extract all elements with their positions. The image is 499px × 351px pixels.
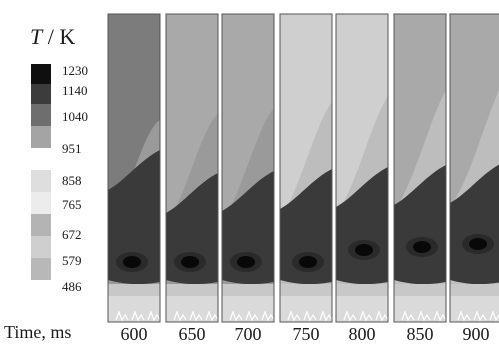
colorbar-tick-label: 672 xyxy=(62,227,82,242)
x-tick-label: 800 xyxy=(348,324,376,344)
contour-panel xyxy=(336,14,388,322)
colorbar-tick-label: 486 xyxy=(62,279,82,294)
colorbar-swatch xyxy=(31,126,51,148)
contour-panel xyxy=(450,14,499,322)
contour-panel xyxy=(166,14,218,322)
panel-frame xyxy=(449,13,499,323)
contour-panel xyxy=(222,14,274,322)
panel-frame xyxy=(165,13,219,323)
hot-core xyxy=(355,244,373,256)
colorbar-tick-label: 1140 xyxy=(62,83,88,98)
hot-core xyxy=(299,256,317,268)
colorbar-swatch xyxy=(31,170,51,192)
x-tick-label: 750 xyxy=(292,324,320,344)
colorbar-swatch xyxy=(31,236,51,258)
colorbar-tick-label: 951 xyxy=(62,141,82,156)
colorbar-swatch xyxy=(31,258,51,280)
colorbar-tick-label: 579 xyxy=(62,253,82,268)
contour-panel xyxy=(280,14,332,322)
panel-frame xyxy=(221,13,275,323)
hot-core xyxy=(469,238,487,250)
hot-core xyxy=(181,256,199,268)
colorbar-title: T / K xyxy=(30,24,75,50)
colorbar-tick-label: 1040 xyxy=(62,109,88,124)
contour-panel xyxy=(108,14,160,322)
colorbar-swatch xyxy=(31,84,51,106)
colorbar-tick-label: 765 xyxy=(62,197,82,212)
colorbar-symbol: T xyxy=(30,24,43,49)
panel-frame xyxy=(335,13,389,323)
hot-core xyxy=(123,256,141,268)
panel-frame xyxy=(107,13,161,323)
x-tick-label: 850 xyxy=(406,324,434,344)
x-axis-label: Time, ms xyxy=(4,322,72,342)
colorbar-unit: / K xyxy=(47,24,76,49)
panel-frame xyxy=(393,13,447,323)
x-tick-label: 900 xyxy=(462,324,490,344)
colorbar-swatch xyxy=(31,192,51,214)
x-tick-label: 650 xyxy=(178,324,206,344)
colorbar-swatch xyxy=(31,64,51,86)
hot-core xyxy=(413,241,431,253)
colorbar-tick-label: 1230 xyxy=(62,63,88,78)
hot-core xyxy=(237,256,255,268)
contour-panel xyxy=(394,14,446,322)
colorbar-swatch xyxy=(31,104,51,126)
x-tick-label: 600 xyxy=(120,324,148,344)
colorbar-tick-label: 858 xyxy=(62,173,82,188)
x-tick-label: 700 xyxy=(234,324,262,344)
colorbar-swatch xyxy=(31,214,51,236)
panel-frame xyxy=(279,13,333,323)
